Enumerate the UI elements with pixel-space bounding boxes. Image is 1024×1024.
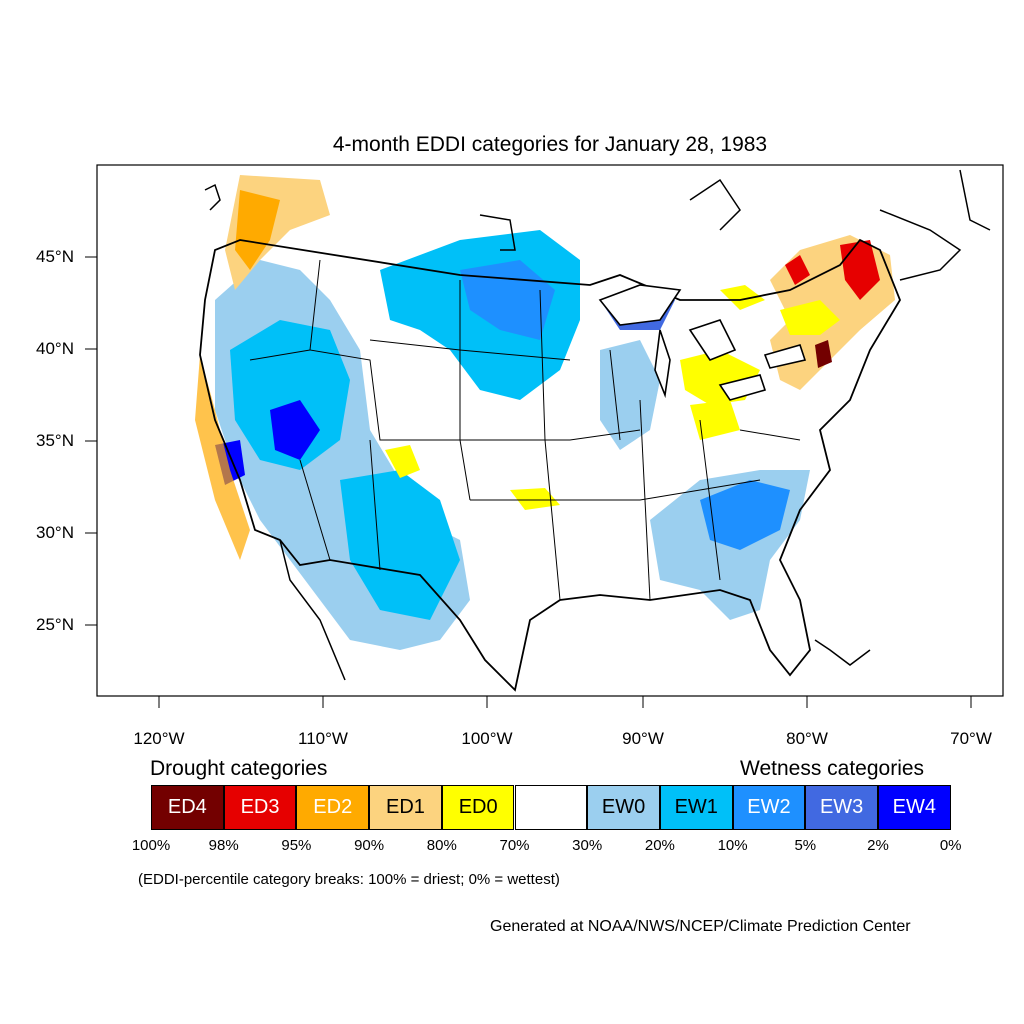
wet-region-nevada-core: [270, 400, 320, 460]
wet-region-midwest: [600, 340, 660, 450]
legend-box-ed0: ED0: [441, 785, 515, 830]
credit-text: Generated at NOAA/NWS/NCEP/Climate Predi…: [490, 918, 911, 935]
dry-region-new-england: [780, 300, 840, 335]
legend-box-ew0: EW0: [587, 785, 660, 830]
dry-region-maine: [720, 285, 765, 310]
lon-label-100: 100°W: [461, 729, 513, 748]
legend-break-label: 100%: [131, 837, 171, 854]
legend-break-label: 10%: [717, 837, 748, 854]
wet-region-west-core: [230, 320, 350, 470]
dry-region-coast: [195, 355, 250, 560]
lon-label-70: 70°W: [950, 729, 992, 748]
legend-break-label: 2%: [867, 837, 889, 854]
dry-region-northeast-core: [840, 240, 880, 300]
wetness-heading: Wetness categories: [740, 757, 925, 780]
dry-region-northwest-core: [235, 190, 280, 270]
legend-break-label: 98%: [208, 837, 239, 854]
coastlines: [204, 169, 991, 681]
wet-region-southwest: [340, 470, 460, 620]
legend-box-ew1: EW1: [659, 785, 733, 830]
lat-label-35: 35°N: [36, 431, 74, 450]
legend-break-label: 0%: [939, 837, 962, 854]
wet-region-southeast-core: [700, 480, 790, 550]
legend-box-ed4: ED4: [151, 785, 224, 830]
lat-label-45: 45°N: [36, 247, 74, 266]
lon-label-80: 80°W: [786, 729, 828, 748]
lat-label-40: 40°N: [36, 339, 74, 358]
map-title: 4-month EDDI categories for January 28, …: [332, 133, 768, 156]
legend-break-label: 20%: [644, 837, 675, 854]
legend-box-ew3: EW3: [805, 785, 878, 830]
dry-region-oklahoma: [510, 488, 560, 510]
legend-box-ed3: ED3: [223, 785, 297, 830]
legend-break-label: 70%: [499, 837, 530, 854]
map-frame: [96, 164, 1004, 697]
dry-region-northeast-core2: [785, 255, 810, 285]
great-lakes: [598, 284, 807, 401]
lon-label-110: 110°W: [298, 729, 348, 748]
legend-break-label: 80%: [426, 837, 457, 854]
dry-region-ohio: [690, 400, 740, 440]
legend-box-ew4: EW4: [878, 785, 951, 830]
legend-break-label: 5%: [794, 837, 817, 854]
lat-label-30: 30°N: [36, 523, 74, 542]
lon-label-120: 120°W: [133, 729, 185, 748]
legend-break-label: 30%: [572, 837, 603, 854]
legend-box-normal: [514, 785, 588, 830]
dry-region-ny-core: [815, 340, 832, 368]
dry-region-new-mexico: [385, 445, 420, 478]
lon-label-90: 90°W: [622, 729, 664, 748]
legend-box-ed2: ED2: [296, 785, 370, 830]
lat-ticks: [85, 256, 97, 626]
legend-box-ed1: ED1: [369, 785, 442, 830]
lon-ticks: [158, 696, 972, 708]
legend-break-label: 90%: [354, 837, 385, 854]
legend-box-ew2: EW2: [732, 785, 806, 830]
state-borders: [249, 259, 801, 601]
lat-label-25: 25°N: [36, 615, 74, 634]
legend-break-label: 95%: [281, 837, 312, 854]
drought-heading: Drought categories: [150, 757, 328, 780]
category-note: (EDDI-percentile category breaks: 100% =…: [138, 871, 560, 888]
